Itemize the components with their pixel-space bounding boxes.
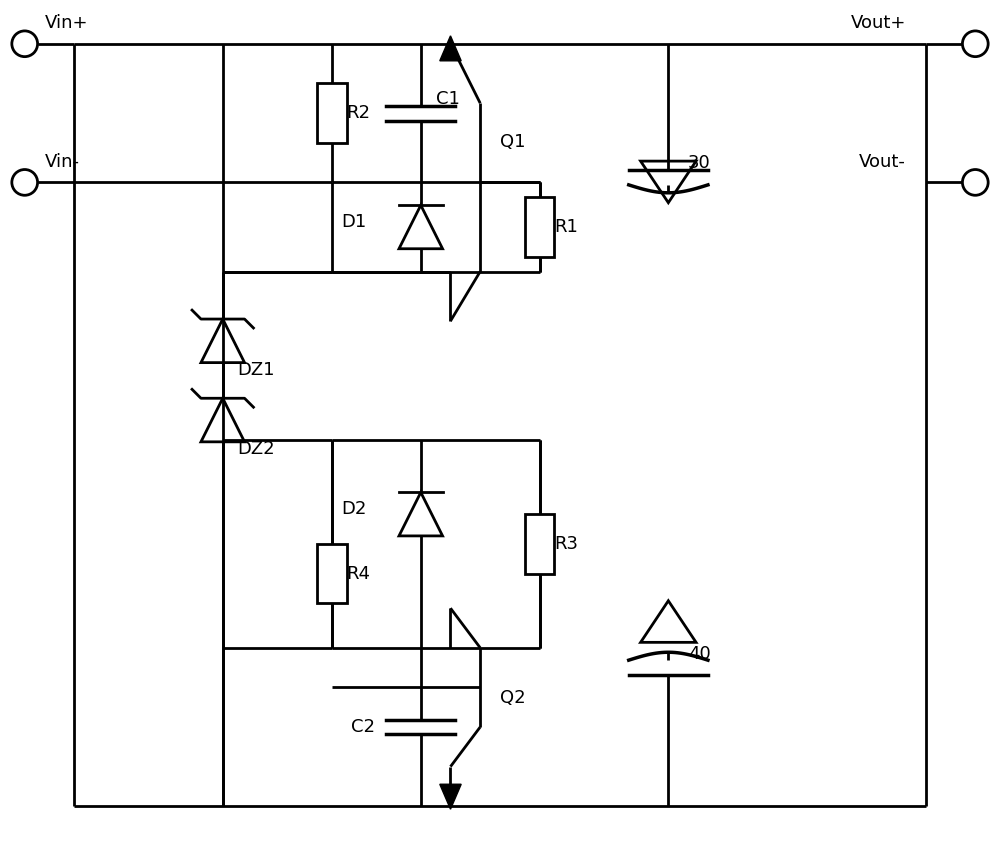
- Text: C2: C2: [351, 718, 375, 736]
- Text: R2: R2: [347, 104, 371, 122]
- Text: Q2: Q2: [500, 689, 526, 707]
- Text: Vout-: Vout-: [859, 152, 906, 171]
- Text: 30: 30: [688, 155, 711, 173]
- Bar: [317, 83, 347, 143]
- Text: DZ1: DZ1: [238, 360, 275, 378]
- Text: Q1: Q1: [500, 133, 526, 151]
- Text: C1: C1: [436, 90, 460, 108]
- Polygon shape: [440, 785, 461, 809]
- Text: D1: D1: [342, 213, 367, 231]
- Text: D2: D2: [342, 500, 367, 518]
- Text: DZ2: DZ2: [238, 439, 275, 458]
- Bar: [525, 197, 554, 257]
- Text: 40: 40: [688, 644, 711, 663]
- Text: R1: R1: [554, 218, 578, 236]
- Text: Vin-: Vin-: [45, 152, 80, 171]
- Polygon shape: [440, 36, 461, 61]
- Text: R3: R3: [554, 535, 578, 552]
- Text: R4: R4: [347, 564, 371, 582]
- Text: Vin+: Vin+: [45, 14, 88, 32]
- Bar: [525, 514, 554, 574]
- Bar: [317, 544, 347, 604]
- Text: Vout+: Vout+: [851, 14, 906, 32]
